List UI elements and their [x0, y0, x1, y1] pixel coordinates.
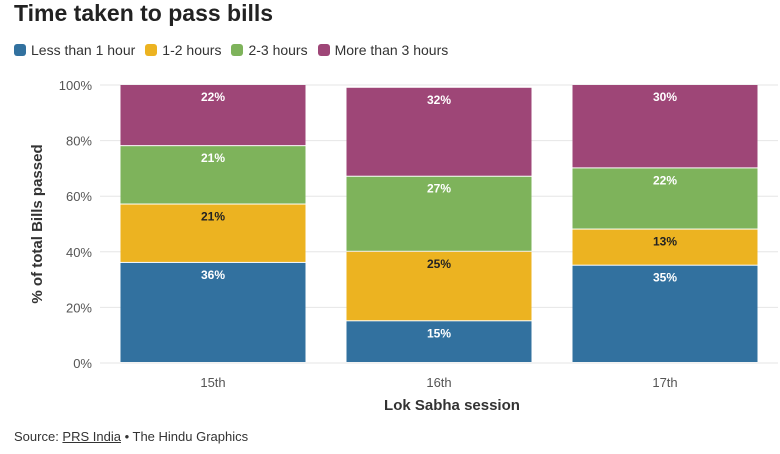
bar-segment-1-2-hours[interactable] [120, 204, 306, 262]
bar-segment-less-than-1-hour[interactable] [346, 321, 532, 362]
y-tick-label: 20% [66, 300, 92, 315]
data-label: 22% [201, 90, 225, 104]
legend-label-more-than-3-hours: More than 3 hours [334, 42, 449, 58]
stacked-bar-chart: 0% 20% 40% 60% 80% 100% 36% 21% 21% 22% 15% 25% 27%… [29, 78, 778, 414]
bar-segment-1-2-hours[interactable] [346, 251, 532, 321]
data-label: 27% [427, 182, 451, 196]
bar-segment-more-than-3-hours[interactable] [572, 85, 758, 168]
bar-segment-less-than-1-hour[interactable] [120, 262, 306, 362]
y-axis-label: % of total Bills passed [29, 144, 46, 303]
bar-segment-more-than-3-hours[interactable] [120, 85, 306, 146]
legend-item-2-3-hours[interactable]: 2-3 hours [231, 42, 308, 58]
bar-segment-2-3-hours[interactable] [572, 168, 758, 229]
x-axis-ticks: 15th 16th 17th [200, 375, 677, 390]
bar-segment-more-than-3-hours[interactable] [346, 87, 532, 176]
data-label: 22% [653, 173, 677, 187]
data-label: 21% [201, 210, 225, 224]
source-link[interactable]: PRS India [62, 429, 121, 444]
x-tick-label: 15th [200, 375, 225, 390]
data-label: 32% [427, 93, 451, 107]
legend-swatch-less-than-1-hour [14, 44, 26, 56]
bars [120, 85, 758, 362]
bar-segment-1-2-hours[interactable] [572, 229, 758, 265]
x-tick-label: 16th [426, 375, 451, 390]
data-label: 35% [653, 271, 677, 285]
legend-item-less-than-1-hour[interactable]: Less than 1 hour [14, 42, 135, 58]
bar-segment-2-3-hours[interactable] [346, 176, 532, 251]
y-tick-label: 40% [66, 245, 92, 260]
data-label: 30% [653, 90, 677, 104]
legend-item-more-than-3-hours[interactable]: More than 3 hours [317, 42, 449, 58]
bar-segment-2-3-hours[interactable] [120, 146, 306, 204]
legend-swatch-2-3-hours [231, 44, 244, 56]
source-note: Source: PRS India • The Hindu Graphics [14, 429, 248, 444]
data-labels: 36% 21% 21% 22% 15% 25% 27% 32% 35% 13% 22% 30% [201, 90, 677, 340]
y-tick-label: 60% [66, 189, 92, 204]
data-label: 15% [427, 326, 451, 340]
legend-label-1-2-hours: 1-2 hours [162, 42, 222, 58]
legend: Less than 1 hour 1-2 hours 2-3 hours Mor… [14, 42, 458, 58]
chart-title: Time taken to pass bills [14, 0, 274, 26]
source-suffix: • The Hindu Graphics [120, 429, 249, 444]
legend-label-2-3-hours: 2-3 hours [248, 42, 308, 58]
legend-item-1-2-hours[interactable]: 1-2 hours [145, 42, 221, 58]
data-label: 25% [427, 257, 451, 271]
legend-swatch-more-than-3-hours [317, 44, 330, 56]
x-tick-label: 17th [652, 375, 677, 390]
data-label: 21% [201, 151, 225, 165]
legend-swatch-1-2-hours [145, 44, 158, 56]
y-tick-label: 0% [73, 356, 92, 371]
source-prefix: Source: [14, 429, 63, 444]
data-label: 36% [201, 268, 225, 282]
y-axis-ticks: 0% 20% 40% 60% 80% 100% [59, 78, 93, 371]
legend-label-less-than-1-hour: Less than 1 hour [31, 42, 136, 58]
bar-segment-less-than-1-hour[interactable] [572, 265, 758, 362]
data-label: 13% [653, 235, 677, 249]
y-tick-label: 80% [66, 134, 92, 149]
y-tick-label: 100% [59, 78, 93, 93]
x-axis-label: Lok Sabha session [384, 397, 520, 414]
